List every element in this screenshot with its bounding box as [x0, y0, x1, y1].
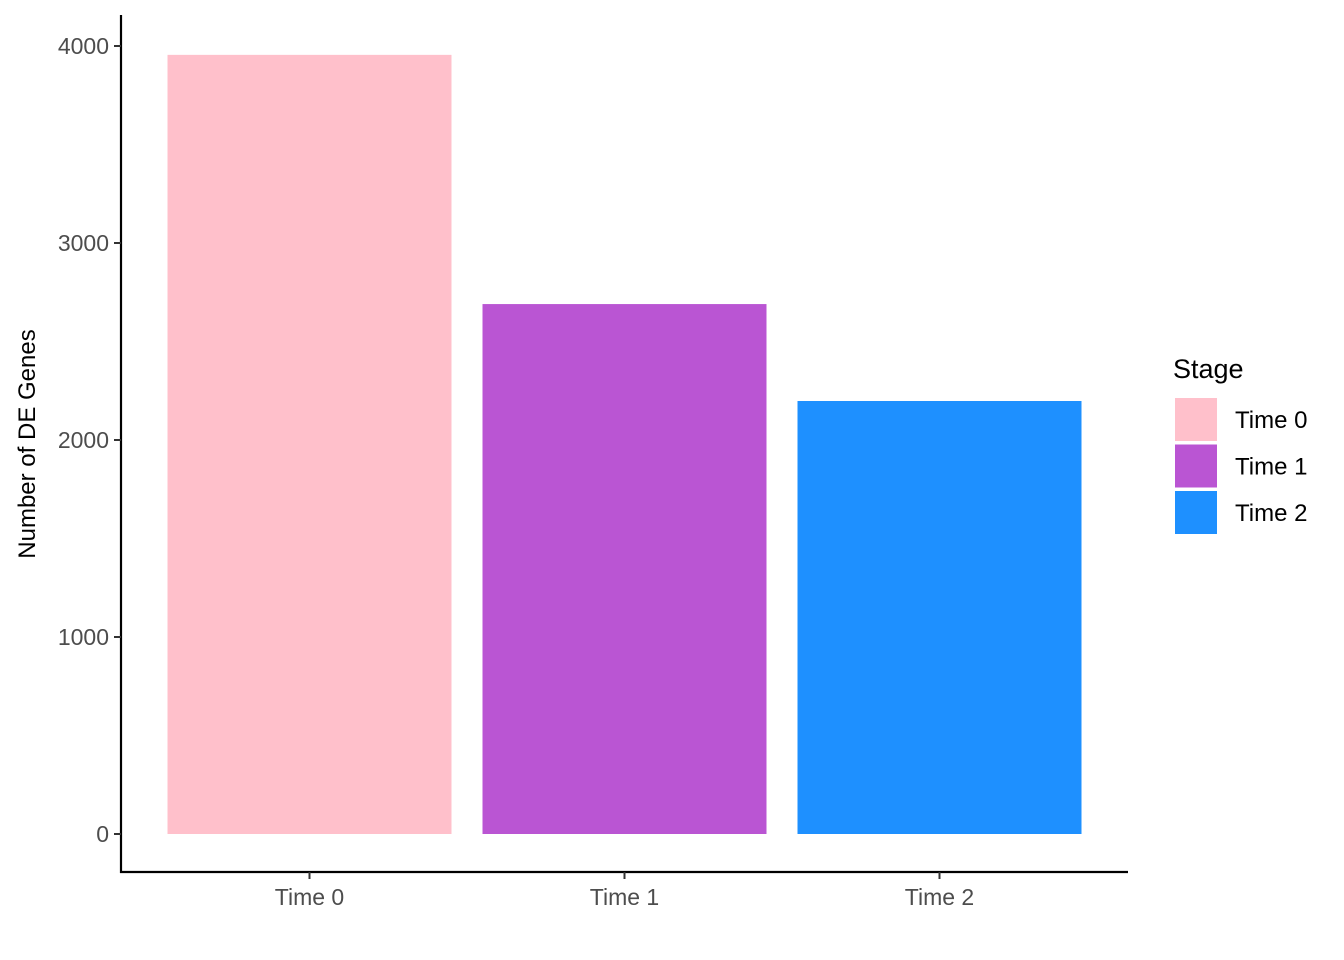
legend-label: Time 2 — [1235, 500, 1307, 527]
x-ticks: Time 0 Time 1 Time 2 — [275, 872, 974, 910]
bar-time-1 — [482, 304, 767, 834]
y-tick-label: 0 — [96, 821, 109, 847]
legend-title: Stage — [1173, 354, 1244, 384]
bar-time-2 — [797, 400, 1082, 834]
y-tick-label: 1000 — [58, 624, 109, 650]
legend-label: Time 0 — [1235, 407, 1307, 434]
y-axis-title: Number of DE Genes — [14, 329, 41, 558]
x-tick-label: Time 0 — [275, 884, 344, 910]
legend-items: Time 0 Time 1 Time 2 — [1175, 398, 1307, 534]
y-tick-label: 2000 — [58, 427, 109, 453]
x-tick-label: Time 1 — [590, 884, 659, 910]
legend-label: Time 1 — [1235, 454, 1307, 481]
y-ticks: 0 1000 2000 3000 4000 — [58, 33, 121, 847]
legend-swatch-time-2 — [1175, 491, 1217, 534]
bars — [167, 54, 1082, 835]
y-tick-label: 4000 — [58, 33, 109, 59]
y-tick-label: 3000 — [58, 230, 109, 256]
bar-time-0 — [167, 54, 452, 835]
x-tick-label: Time 2 — [905, 884, 974, 910]
legend-swatch-time-1 — [1175, 444, 1217, 488]
legend-swatch-time-0 — [1175, 398, 1217, 441]
legend: Stage Time 0 Time 1 Time 2 — [1173, 354, 1307, 534]
